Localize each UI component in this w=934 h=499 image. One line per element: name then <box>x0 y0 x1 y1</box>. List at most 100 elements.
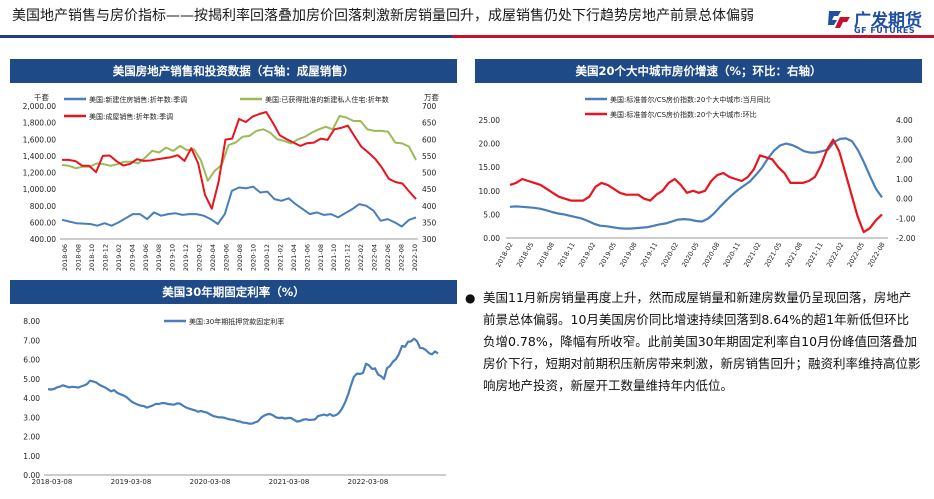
series-hpi-mom <box>509 138 883 234</box>
rate-chart-title: 美国30年期固定利率（%） <box>10 280 457 304</box>
y-tick-left: 10.00 <box>479 187 501 196</box>
sales-chart: 千套 万套 400.00 600.00 800.00 1,000.00 1,200.00 1,… <box>23 92 440 271</box>
x-tick-label: 2018-11 <box>556 241 577 269</box>
x-tick-label: 2020-08 <box>701 241 722 269</box>
y-tick: 1.00 <box>23 452 40 461</box>
commentary-text: 美国11月新房销量再度上升，然而成屋销量和新建房数量仍呈现回落，房地产前景总体偏… <box>483 290 921 393</box>
x-tick-label: 2020-03-08 <box>190 478 231 486</box>
y-tick-right: 650 <box>422 119 437 128</box>
x-tick-label: 2018-06 <box>61 244 69 271</box>
x-tick-label: 2020-08 <box>236 244 244 271</box>
y-tick-left: 1,000.00 <box>23 185 57 194</box>
x-tick-label: 2020-04 <box>209 244 217 271</box>
x-tick-label: 2019-04 <box>128 244 136 271</box>
x-tick-label: 2020-11 <box>722 241 743 269</box>
y-tick: 3.00 <box>23 413 40 422</box>
y-tick-left: 1,800.00 <box>23 119 57 128</box>
x-tick-label: 2022-03-08 <box>348 478 389 486</box>
sales-chart-title: 美国房地产销售和投资数据（右轴：成屋销售） <box>10 59 457 83</box>
x-tick-label: 2018-03-08 <box>32 478 73 486</box>
x-tick-label: 2019-03-08 <box>111 478 152 486</box>
y-tick-right: 2.00 <box>896 155 913 164</box>
x-tick-label: 2019-06 <box>142 244 150 271</box>
rate-chart: 0.00 1.00 2.00 3.00 4.00 5.00 6.00 7.00 8.00 2018… <box>23 317 446 486</box>
y-tick-right: 300 <box>422 235 437 244</box>
x-tick-label: 2021-05 <box>763 241 784 269</box>
y-tick-right: 400 <box>422 202 437 211</box>
y-tick-left: 1,600.00 <box>23 135 57 144</box>
hpi-chart: 0.00 5.00 10.00 15.00 20.00 25.00 -2.00 -1.00 0.… <box>479 95 916 269</box>
bullet-dot-icon: ● <box>465 291 476 305</box>
x-tick-label: 2019-02 <box>577 241 598 269</box>
y-tick-right: -2.00 <box>896 234 916 243</box>
x-tick-label: 2018-08 <box>74 244 82 271</box>
y-tick-right: 700 <box>422 102 437 111</box>
x-tick-label: 2019-08 <box>155 244 163 271</box>
y-tick-right: 3.00 <box>896 136 913 145</box>
x-tick-label: 2019-11 <box>639 241 660 269</box>
y-tick: 5.00 <box>23 375 40 384</box>
x-tick-label: 2021-08 <box>784 241 805 269</box>
x-tick-label: 2021-06 <box>303 244 311 271</box>
page-title: 美国地产销售与房价指标——按揭利率回落叠加房价回落刺激新房销量回升，成屋销售仍处… <box>12 8 754 24</box>
y-tick-left: 1,200.00 <box>23 169 57 178</box>
x-tick-label: 2022-06 <box>384 244 392 271</box>
x-tick-label: 2022-10 <box>411 244 419 271</box>
series-30y-mortgage-rate <box>47 337 439 425</box>
y-tick: 2.00 <box>23 433 40 442</box>
y-tick-right: 0.00 <box>896 195 913 204</box>
right-unit-label: 万套 <box>424 92 439 102</box>
x-tick-label: 2018-05 <box>515 241 536 269</box>
x-tick-label: 2021-04 <box>290 244 298 271</box>
gf-logo-icon <box>828 11 850 28</box>
header-divider-blue <box>0 35 452 38</box>
y-tick: 7.00 <box>23 336 40 345</box>
legend-30y-mortgage-rate-label: 美国:30年期抵押贷款固定利率 <box>189 317 284 326</box>
header-divider-red <box>452 35 934 38</box>
y-tick-left: 1,400.00 <box>23 152 57 161</box>
y-tick-left: 5.00 <box>483 210 500 219</box>
x-tick-label: 2020-10 <box>249 244 257 271</box>
y-tick-right: 350 <box>422 218 437 227</box>
x-tick-label: 2021-02 <box>276 244 284 271</box>
logo-text-cn: 广发期货 <box>854 11 922 31</box>
logo-text-en: GF FUTURES <box>854 26 916 35</box>
x-tick-label: 2020-12 <box>263 244 271 271</box>
y-tick-right: 1.00 <box>896 175 913 184</box>
legend-new-home-sales-label: 美国:新建住房销售:折年数:季调 <box>89 95 187 104</box>
legend-building-permits-label: 美国:已获得批准的新建私人住宅:折年数 <box>265 95 389 104</box>
y-tick-left: 2,000.00 <box>23 102 57 111</box>
y-tick-left: 15.00 <box>479 163 501 172</box>
hpi-chart-title: 美国20个大中城市房价增速（%；环比：右轴） <box>475 59 922 83</box>
left-unit-label: 千套 <box>34 92 49 102</box>
x-tick-label: 2020-05 <box>680 241 701 269</box>
series-hpi-yoy <box>509 137 883 230</box>
x-tick-label: 2021-02 <box>742 241 763 269</box>
y-tick: 0.00 <box>23 471 40 480</box>
x-tick-label: 2022-02 <box>357 244 365 271</box>
commentary: ● 美国11月新房销量再度上升，然而成屋销量和新建房数量仍呈现回落，房地产前景总… <box>465 287 921 397</box>
x-tick-label: 2022-02 <box>825 241 846 269</box>
y-tick-left: 600.00 <box>30 218 56 227</box>
y-tick-left: 800.00 <box>30 202 56 211</box>
x-tick-label: 2020-06 <box>223 244 231 271</box>
x-tick-label: 2022-08 <box>398 244 406 271</box>
y-tick-right: 600 <box>422 135 437 144</box>
y-tick-right: 450 <box>422 185 437 194</box>
x-tick-label: 2019-02 <box>115 244 123 271</box>
y-tick-right: 500 <box>422 169 437 178</box>
x-tick-label: 2019-12 <box>182 244 190 271</box>
x-tick-label: 2022-05 <box>846 241 867 269</box>
y-tick-right: -1.00 <box>896 214 916 223</box>
y-tick: 4.00 <box>23 394 40 403</box>
x-tick-label: 2018-02 <box>494 241 515 269</box>
y-tick-left: 20.00 <box>479 140 501 149</box>
y-tick: 6.00 <box>23 356 40 365</box>
legend-existing-home-sales-label: 美国:成屋销售:折年数:季调 <box>89 112 173 121</box>
y-tick: 8.00 <box>23 317 40 326</box>
y-tick-left: 25.00 <box>479 116 501 125</box>
x-tick-label: 2022-08 <box>866 241 887 269</box>
x-tick-label: 2019-05 <box>598 241 619 269</box>
x-tick-label: 2020-02 <box>660 241 681 269</box>
x-tick-label: 2022-04 <box>371 244 379 271</box>
